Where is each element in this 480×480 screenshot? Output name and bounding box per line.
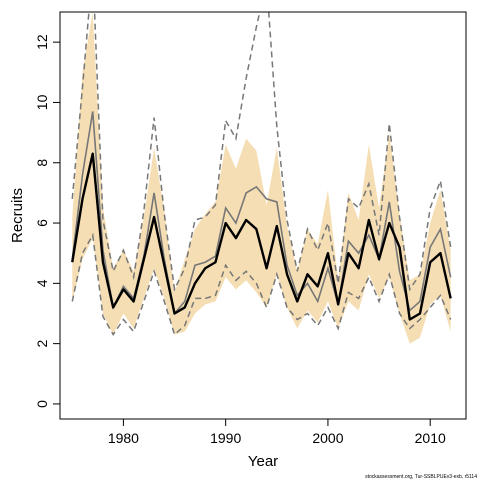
y-tick-label: 6 [34, 219, 50, 227]
y-tick-label: 0 [34, 400, 50, 408]
estimate-line [71, 152, 452, 321]
x-tick-label: 1980 [108, 430, 139, 446]
y-tick-label: 10 [34, 94, 50, 110]
y-tick-label: 8 [34, 159, 50, 167]
x-tick-label: 2010 [415, 430, 446, 446]
x-tick-label: 2000 [312, 430, 343, 446]
axes: 1980 1990 2000 2010 0 2 4 6 8 10 12 [34, 34, 446, 446]
footer-credit: stockassessment.org, Tur-SSBLPUEv3-exb, … [365, 474, 477, 480]
plot-area [71, 12, 452, 344]
dashed-interval-upper-line [71, 12, 452, 292]
x-axis-label: Year [248, 453, 278, 470]
y-axis-label: Recruits [9, 188, 26, 243]
dashed-interval-lower-line [71, 232, 452, 337]
x-tick-label: 1990 [210, 430, 241, 446]
plot-frame [59, 11, 467, 420]
y-tick-label: 2 [34, 340, 50, 348]
y-tick-label: 12 [34, 34, 50, 50]
y-tick-label: 4 [34, 279, 50, 287]
confidence-band [72, 12, 451, 344]
